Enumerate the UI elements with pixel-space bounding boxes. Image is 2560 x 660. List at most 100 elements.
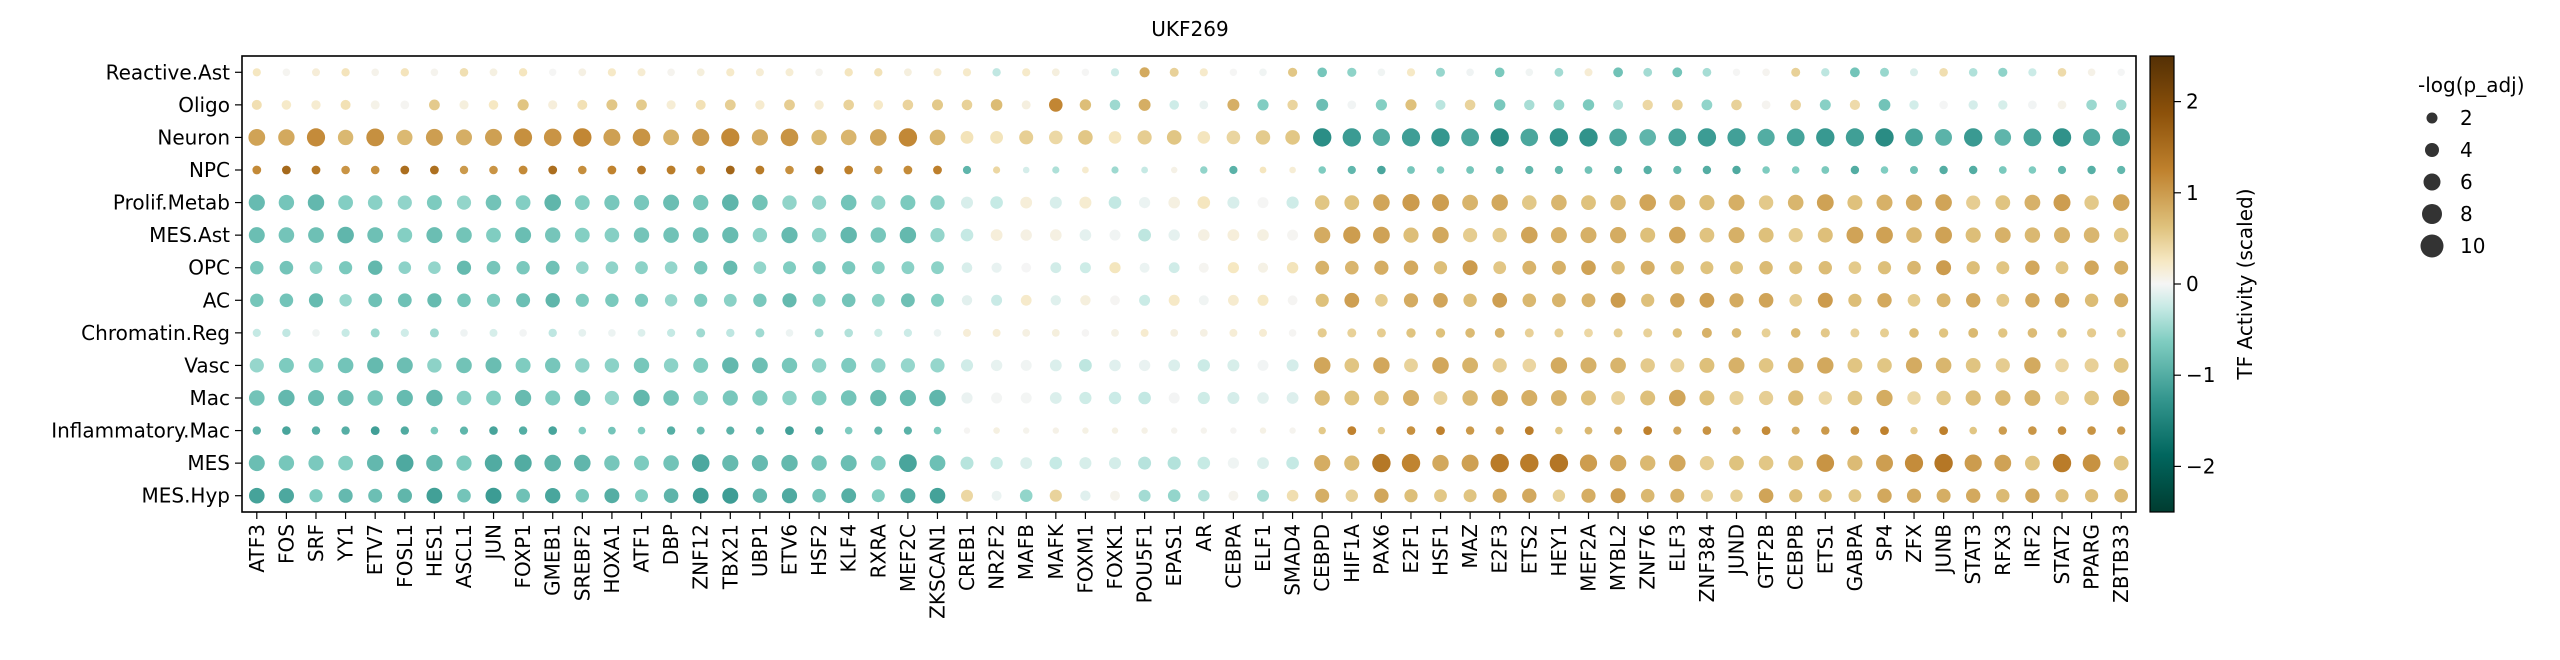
dot (1758, 293, 1774, 308)
dot (1934, 453, 1953, 473)
dot (1257, 294, 1269, 306)
dot (811, 358, 827, 373)
x-tick-label: NR2F2 (985, 524, 1009, 590)
dot (663, 488, 679, 504)
dot (248, 129, 266, 146)
dot (516, 488, 530, 503)
dot (2084, 260, 2099, 275)
dot (1877, 293, 1892, 308)
dot (2027, 328, 2038, 338)
dot (1554, 67, 1564, 77)
dot (1938, 328, 1949, 338)
dot (1140, 328, 1149, 337)
x-tick-label: ATF3 (245, 524, 269, 573)
y-tick-label: Oligo (178, 93, 230, 117)
dot (963, 427, 971, 434)
dot (930, 358, 945, 373)
dot (1318, 426, 1326, 435)
dot (544, 454, 561, 472)
dot (2025, 293, 2040, 308)
dot (578, 426, 587, 435)
dot (1670, 261, 1685, 275)
dot (1821, 68, 1830, 77)
dot (1461, 128, 1479, 147)
dot (457, 293, 471, 308)
dot (1138, 489, 1151, 502)
x-tick-label: POU5F1 (1133, 524, 1157, 603)
y-tick-label: Mac (189, 386, 230, 410)
dot (633, 195, 650, 211)
dot (1049, 196, 1062, 209)
dot (1640, 227, 1656, 243)
x-tick-label: ZNF12 (689, 524, 713, 590)
dot (338, 195, 353, 211)
dot (2054, 293, 2070, 308)
dot (1910, 166, 1918, 174)
dot (1584, 426, 1593, 435)
dot (1641, 293, 1655, 307)
dot (514, 454, 532, 472)
x-tick-label: MYBL2 (1606, 524, 1630, 591)
dot (1613, 99, 1624, 110)
dot (1020, 457, 1033, 469)
dot (1876, 194, 1893, 211)
dot (1494, 99, 1506, 111)
x-tick-label: IRF2 (2020, 524, 2044, 568)
dot (1968, 68, 1978, 77)
dot (605, 261, 619, 275)
dot (1787, 357, 1804, 374)
dot (279, 260, 294, 275)
dot (870, 129, 887, 146)
dot (960, 456, 974, 470)
dot (604, 390, 620, 406)
dot (1462, 357, 1478, 374)
dot (722, 390, 738, 406)
dot (1643, 165, 1652, 175)
dot (1905, 357, 1923, 374)
dot (1998, 166, 2007, 174)
dot (961, 99, 973, 111)
dot (1936, 260, 1952, 276)
dot (545, 227, 561, 243)
dot (752, 194, 768, 211)
dot (1433, 261, 1448, 275)
dot (370, 426, 380, 435)
dot (1492, 488, 1507, 503)
dot (2057, 68, 2067, 77)
dot (1521, 226, 1538, 244)
size-legend-dot (2420, 234, 2444, 258)
dot (1197, 359, 1211, 372)
dot (545, 260, 560, 275)
dot (635, 261, 648, 275)
dot (663, 455, 679, 471)
dot (1402, 194, 1420, 212)
dot (282, 328, 291, 338)
dot (722, 227, 739, 244)
dot (1672, 328, 1683, 338)
dot (1939, 68, 1948, 77)
x-tick-label: GMEB1 (541, 524, 565, 596)
dot (812, 488, 826, 503)
dot (1820, 328, 1830, 338)
dot (1640, 260, 1655, 275)
dot (397, 195, 412, 210)
dot (398, 261, 412, 275)
dot (460, 329, 468, 337)
dot (429, 328, 439, 338)
dot (1286, 196, 1299, 209)
dot (1289, 166, 1296, 174)
y-tick-label: MES.Hyp (141, 484, 230, 508)
dot (1762, 68, 1770, 77)
dot (1021, 262, 1032, 273)
dot (1373, 357, 1390, 374)
dot (1611, 391, 1625, 405)
dot (1791, 67, 1801, 77)
dot (2052, 453, 2072, 473)
dot (1257, 197, 1269, 209)
dot (278, 488, 294, 504)
dot (722, 487, 739, 504)
dot (841, 357, 857, 373)
x-tick-label: ETS2 (1517, 524, 1541, 574)
dot (1817, 227, 1833, 243)
dot (1051, 68, 1060, 77)
